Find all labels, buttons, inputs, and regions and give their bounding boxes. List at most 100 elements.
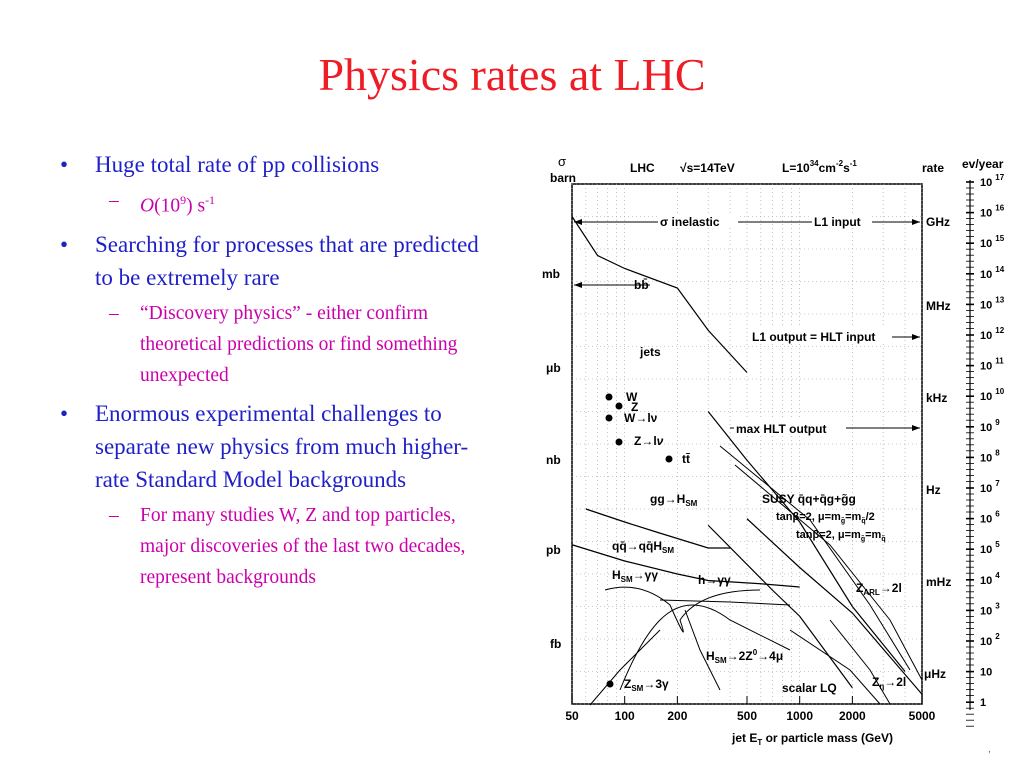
event-label: 10 13 bbox=[980, 295, 1005, 311]
point-zsm bbox=[606, 680, 614, 688]
label-w: W bbox=[626, 390, 638, 404]
curve-extra bbox=[719, 445, 911, 671]
sub-bullet-1-1: – O(109) s-1 bbox=[60, 185, 500, 222]
rate-pre: (10 bbox=[154, 195, 181, 217]
bullet-list: • Huge total rate of pp collisions – O(1… bbox=[60, 148, 500, 599]
corner-mark: , bbox=[988, 744, 991, 755]
label-bg bbox=[750, 328, 892, 344]
event-label: 10 11 bbox=[980, 357, 1004, 373]
label-bg bbox=[812, 214, 872, 228]
x-tick-label: 500 bbox=[737, 709, 757, 723]
rate-ghz: GHz bbox=[926, 215, 950, 229]
grid-lines bbox=[571, 183, 923, 705]
event-label: 10 12 bbox=[980, 326, 1005, 342]
curves bbox=[571, 216, 923, 706]
event-label: 10 bbox=[980, 667, 992, 679]
bullet-1: • Huge total rate of pp collisions bbox=[60, 148, 500, 181]
sub-bullet-2-1: – “Discovery physics” - either confirm t… bbox=[60, 298, 500, 391]
sub-bullet-3-1: – For many studies W, Z and top particle… bbox=[60, 500, 500, 593]
x-tick-label: 5000 bbox=[909, 709, 936, 723]
sub-marker: – bbox=[109, 302, 119, 324]
label-jets: jets bbox=[639, 345, 661, 359]
curve-ggh bbox=[585, 508, 731, 549]
bullet-2: • Searching for processes that are predi… bbox=[60, 228, 500, 294]
point-tt bbox=[665, 455, 673, 463]
rate-uhz: μHz bbox=[924, 667, 946, 681]
label-gghsm: gg→HSM bbox=[650, 492, 698, 508]
lhc-rates-chart: σ barn LHC √s=14TeV L=1034cm-2s-1 rate e… bbox=[542, 154, 1005, 747]
label-bg bbox=[734, 420, 846, 436]
label-zarl: ZARL→2l bbox=[856, 581, 902, 597]
label-zll: Z→lν bbox=[634, 434, 664, 448]
label-susy: SUSY q̄q+q̄g+g̃g bbox=[762, 492, 856, 506]
bullet-marker: • bbox=[60, 231, 69, 257]
point-w bbox=[605, 393, 613, 401]
bullet-2-text: Searching for processes that are predict… bbox=[95, 231, 479, 290]
label-zeta: Zη→2l bbox=[872, 675, 906, 691]
bullet-3: • Enormous experimental challenges to se… bbox=[60, 397, 500, 496]
label-hgg: h→γγ bbox=[698, 573, 731, 587]
bullet-marker: • bbox=[60, 400, 69, 426]
label-qqqqh: qq̄→qq̄HSM bbox=[612, 539, 674, 555]
label-tanb2: tanβ=2, μ=mg̃=mq̃ bbox=[796, 529, 886, 543]
label-zsm3g: ZSM→3γ bbox=[624, 677, 669, 693]
label-sigma-inelastic: σ inelastic bbox=[660, 215, 720, 229]
curve-extra bbox=[684, 609, 721, 691]
event-label: 10 15 bbox=[980, 234, 1005, 250]
rate-exp2: -1 bbox=[205, 193, 216, 207]
unit-mb: mb bbox=[542, 267, 560, 281]
rate-mhz: MHz bbox=[926, 299, 951, 313]
unit-ub: μb bbox=[546, 361, 561, 375]
header-rate: rate bbox=[922, 161, 944, 175]
label-tanb1: tanβ=2, μ=mg̃=mq̃/2 bbox=[776, 511, 875, 525]
rate-khz: kHz bbox=[926, 391, 947, 405]
curve-extra bbox=[589, 629, 661, 706]
bullet-marker: • bbox=[60, 152, 69, 177]
label-wlnu: W→lν bbox=[624, 411, 658, 425]
order-symbol: O bbox=[140, 195, 155, 217]
event-label: 10 9 bbox=[980, 418, 1000, 434]
curve-scalarlq bbox=[707, 524, 853, 689]
point-wlnu bbox=[605, 414, 613, 422]
unit-barn: barn bbox=[550, 171, 576, 185]
event-label: 10 5 bbox=[980, 540, 1000, 556]
curve-extra bbox=[659, 599, 791, 606]
curve-extra bbox=[829, 619, 891, 705]
header-lhc: LHC bbox=[630, 161, 655, 175]
event-label: 10 17 bbox=[980, 173, 1005, 189]
header-sigma: σ bbox=[558, 154, 566, 169]
rate-hz: Hz bbox=[926, 483, 941, 497]
rate-mid: ) s bbox=[186, 195, 206, 217]
x-tick-label: 50 bbox=[565, 709, 579, 723]
x-tick-label: 1000 bbox=[786, 709, 813, 723]
curve-qqqqh bbox=[571, 544, 800, 588]
curve-susy bbox=[707, 411, 906, 672]
header-energy: √s=14TeV bbox=[680, 161, 735, 175]
sub-bullet-2-1-text: “Discovery physics” - either confirm the… bbox=[140, 302, 458, 386]
x-tick-label: 200 bbox=[667, 709, 687, 723]
event-label: 10 8 bbox=[980, 448, 1000, 464]
label-scalar-lq: scalar LQ bbox=[782, 681, 837, 695]
rate-exp1: 9 bbox=[180, 193, 187, 207]
label-hsmzz: HSM→2Z0→4μ bbox=[706, 648, 783, 665]
curve-extra bbox=[734, 464, 923, 681]
label-l1-output: L1 output = HLT input bbox=[752, 330, 875, 344]
label-bg bbox=[658, 214, 738, 228]
event-label: 10 4 bbox=[980, 571, 1000, 587]
sub-marker: – bbox=[109, 504, 119, 526]
x-ticks: 50 100 200 500 1000 2000 5000 bbox=[565, 696, 936, 723]
point-zll bbox=[615, 438, 623, 446]
label-tt: tt̄ bbox=[682, 452, 690, 466]
event-label: 10 16 bbox=[980, 204, 1005, 220]
label-z: Z bbox=[631, 400, 638, 414]
label-l1-input: L1 input bbox=[814, 215, 861, 229]
x-tick-label: 100 bbox=[615, 709, 635, 723]
slide-title: Physics rates at LHC bbox=[318, 49, 706, 100]
sub-bullet-3-1-text: For many studies W, Z and top particles,… bbox=[140, 504, 466, 588]
bullet-3-text: Enormous experimental challenges to sepa… bbox=[95, 400, 469, 492]
curve-jets bbox=[571, 216, 748, 373]
curve-extra bbox=[789, 629, 881, 705]
header-evyear: ev/year bbox=[962, 157, 1004, 171]
event-label: 10 7 bbox=[980, 479, 1000, 495]
